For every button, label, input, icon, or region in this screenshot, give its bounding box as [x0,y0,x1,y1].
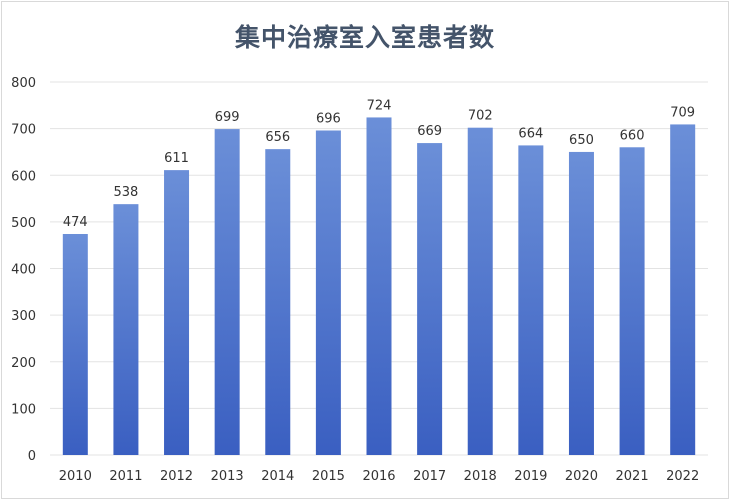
data-label-2022: 709 [670,105,695,120]
bar-2020 [568,151,594,455]
x-tick-label: 2018 [464,469,497,484]
bar-2011 [113,204,139,455]
x-tick-label: 2013 [211,469,244,484]
data-label-2013: 699 [215,110,240,125]
y-tick-label: 0 [28,449,36,464]
y-tick-label: 300 [11,309,36,324]
data-label-2011: 538 [114,185,139,200]
bar-2022 [670,124,696,456]
y-tick-label: 100 [11,402,36,417]
y-tick-label: 500 [11,216,36,231]
bar-2014 [265,149,291,455]
bar-2012 [164,170,190,455]
y-tick-label: 400 [11,263,36,278]
y-tick-label: 700 [11,123,36,138]
y-tick-label: 200 [11,356,36,371]
data-label-2016: 724 [367,98,392,113]
data-label-2014: 656 [265,130,290,145]
chart-title: 集中治療室入室患者数 [234,23,495,52]
x-tick-label: 2011 [109,469,142,484]
data-label-2012: 611 [164,151,189,166]
bar-2016 [366,117,392,455]
bar-2013 [214,129,240,455]
x-tick-label: 2022 [666,469,699,484]
x-tick-label: 2019 [514,469,547,484]
x-tick-label: 2020 [565,469,598,484]
x-tick-label: 2015 [312,469,345,484]
data-labels: 474 538 611 699 656 696 724 669 702 664 650 660 709 [63,98,695,230]
bar-2015 [315,130,341,456]
bar-2017 [417,143,443,456]
x-tick-label: 2021 [616,469,649,484]
data-label-2017: 669 [417,124,442,139]
y-tick-label: 800 [11,76,36,91]
x-tick-label: 2012 [160,469,193,484]
data-label-2020: 650 [569,133,594,148]
y-tick-label: 600 [11,169,36,184]
data-label-2019: 664 [518,126,543,141]
x-tick-label: 2014 [261,469,294,484]
data-label-2021: 660 [620,128,645,143]
data-label-2015: 696 [316,111,341,126]
data-label-2010: 474 [63,215,88,230]
x-axis-ticks: 2010 2011 2012 2013 2014 2015 2016 2017 2018 2019… [59,469,699,484]
bar-2021 [619,147,645,455]
bar-2018 [467,127,493,455]
y-axis-ticks: 0 100 200 300 400 500 600 700 800 [11,76,36,464]
bar-2010 [62,233,88,455]
x-tick-label: 2016 [362,469,395,484]
bars [62,117,696,456]
x-tick-label: 2010 [59,469,92,484]
data-label-2018: 702 [468,109,493,124]
x-tick-label: 2017 [413,469,446,484]
bar-2019 [518,145,544,455]
